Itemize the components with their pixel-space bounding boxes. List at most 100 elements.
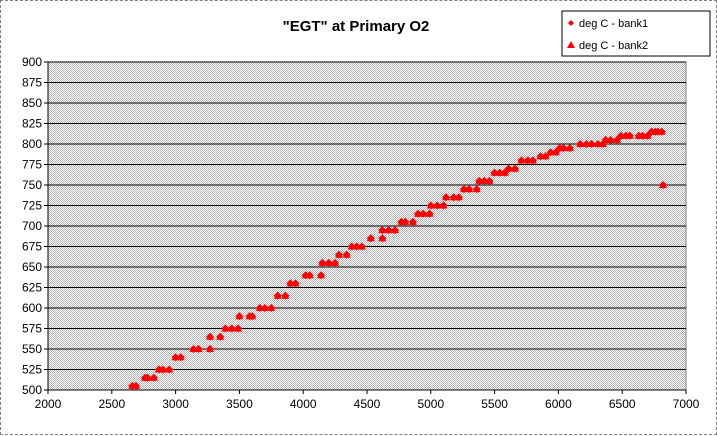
data-point-bank2 xyxy=(216,332,225,340)
data-point-bank2 xyxy=(305,271,314,279)
y-tick-label: 800 xyxy=(22,137,42,151)
data-point-bank2 xyxy=(260,304,269,311)
data-point-bank2 xyxy=(449,193,458,201)
data-point-bank2 xyxy=(132,381,141,389)
data-point-bank2 xyxy=(426,201,435,209)
data-point-bank2 xyxy=(480,176,489,184)
y-tick-label: 850 xyxy=(22,96,42,110)
data-point-bank2 xyxy=(536,152,545,160)
data-point-bank2 xyxy=(194,345,203,352)
data-point-bank2 xyxy=(582,140,591,147)
data-point-bank2 xyxy=(255,304,264,311)
x-tick-label: 7000 xyxy=(673,397,700,411)
data-point-bank2 xyxy=(657,127,666,135)
data-point-bank2 xyxy=(546,148,555,156)
data-point-bank2 xyxy=(659,181,668,188)
data-point-bank2 xyxy=(352,242,361,250)
data-point-bank2 xyxy=(559,144,568,152)
data-point-bank2 xyxy=(495,168,504,176)
legend-label-bank1: deg C - bank1 xyxy=(579,18,648,30)
data-point-bank2 xyxy=(391,226,400,234)
x-tick-label: 5500 xyxy=(481,397,508,411)
data-point-bank2 xyxy=(625,131,634,139)
data-point-bank2 xyxy=(235,312,244,320)
data-point-bank2 xyxy=(475,176,484,184)
data-point-bank2 xyxy=(511,164,520,172)
data-point-bank2 xyxy=(454,193,463,201)
data-point-bank2 xyxy=(206,345,215,352)
data-point-bank2 xyxy=(342,250,351,258)
data-point-bank2 xyxy=(158,365,167,373)
data-point-bank2 xyxy=(419,209,428,217)
data-point-bank2 xyxy=(206,332,215,340)
legend-triangle-marker xyxy=(567,41,575,48)
legend: deg C - bank1 deg C - bank2 xyxy=(561,10,711,57)
data-point-bank2 xyxy=(528,156,537,164)
data-point-bank2 xyxy=(317,271,326,279)
y-tick-label: 875 xyxy=(22,76,42,90)
x-axis-tick-labels: 2000 2500 3000 3500 4000 4500 5000 5500 6000 6500… xyxy=(35,397,700,411)
data-point-bank2 xyxy=(414,209,423,217)
data-point-bank2 xyxy=(439,201,448,209)
grid-lines xyxy=(48,61,686,370)
data-point-bank2 xyxy=(286,279,295,287)
data-point-bank2 xyxy=(165,365,174,373)
data-point-bank2 xyxy=(587,140,596,147)
data-markers xyxy=(128,127,668,390)
y-tick-label: 725 xyxy=(22,199,42,213)
data-point-bank2 xyxy=(541,152,550,160)
data-point-bank2 xyxy=(606,135,615,143)
data-point-bank2 xyxy=(551,148,560,156)
data-point-bank2 xyxy=(221,324,230,332)
data-point-bank2 xyxy=(500,168,509,176)
data-point-bank2 xyxy=(318,258,327,266)
data-point-bank2 xyxy=(472,185,481,193)
x-tick-label: 3000 xyxy=(162,397,189,411)
data-point-bank2 xyxy=(565,144,574,152)
y-tick-label: 575 xyxy=(22,322,42,336)
data-point-bank2 xyxy=(331,258,340,266)
y-tick-label: 625 xyxy=(22,281,42,295)
data-point-bank2 xyxy=(324,258,333,266)
y-axis-tick-labels: 900 875 850 825 800 775 750 725 700 675 650 625 600 5… xyxy=(22,55,42,397)
data-point-bank2 xyxy=(459,185,468,193)
data-point-bank2 xyxy=(149,373,158,381)
x-tick-label: 4500 xyxy=(354,397,381,411)
data-point-bank2 xyxy=(384,226,393,234)
data-point-bank2 xyxy=(638,131,647,139)
y-tick-label: 525 xyxy=(22,363,42,377)
y-tick-label: 825 xyxy=(22,117,42,131)
y-tick-label: 700 xyxy=(22,219,42,233)
x-tick-label: 4000 xyxy=(290,397,317,411)
data-point-bank2 xyxy=(599,140,608,147)
legend-label-bank2: deg C - bank2 xyxy=(579,40,648,52)
data-point-bank2 xyxy=(408,217,417,225)
data-point-bank2 xyxy=(601,135,610,143)
data-point-bank2 xyxy=(378,226,387,234)
data-point-bank2 xyxy=(357,242,366,250)
y-tick-label: 550 xyxy=(22,342,42,356)
chart-title: "EGT" at Primary O2 xyxy=(283,18,430,35)
y-tick-label: 900 xyxy=(22,55,42,69)
x-tick-label: 3500 xyxy=(226,397,253,411)
data-point-bank2 xyxy=(490,168,499,176)
x-tick-label: 6500 xyxy=(609,397,636,411)
data-point-bank2 xyxy=(442,193,451,201)
data-point-bank2 xyxy=(281,291,290,299)
data-point-bank2 xyxy=(613,135,622,143)
y-tick-label: 650 xyxy=(22,260,42,274)
data-point-bank2 xyxy=(576,140,585,147)
data-point-bank2 xyxy=(433,201,442,209)
data-point-bank2 xyxy=(291,279,300,287)
data-point-bank2 xyxy=(485,176,494,184)
data-point-bank2 xyxy=(267,304,276,311)
data-point-bank2 xyxy=(176,353,185,361)
data-point-bank2 xyxy=(189,345,198,352)
data-point-bank2 xyxy=(171,353,180,361)
legend-diamond-marker xyxy=(568,20,574,26)
y-tick-label: 750 xyxy=(22,178,42,192)
data-point-bank2 xyxy=(273,291,282,299)
data-point-bank2 xyxy=(378,234,387,242)
